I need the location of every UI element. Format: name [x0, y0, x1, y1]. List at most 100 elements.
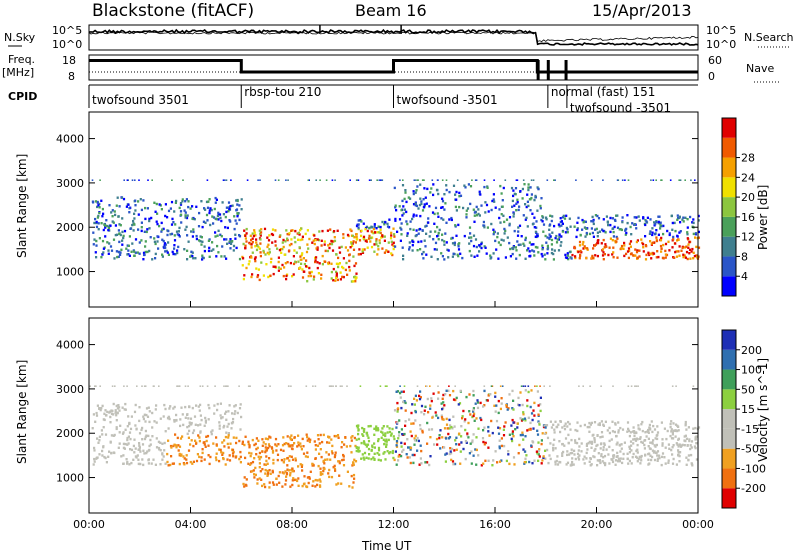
- velocity-cell: [458, 443, 461, 446]
- power-cell: [359, 252, 362, 256]
- power-cell: [409, 227, 412, 231]
- power-cell: [651, 251, 654, 255]
- power-cell: [335, 262, 338, 265]
- velocity-cell: [256, 478, 259, 481]
- velocity-cell: [175, 446, 178, 449]
- power-cell: [246, 179, 249, 181]
- velocity-cell: [674, 435, 677, 438]
- power-cell: [661, 179, 663, 181]
- power-cell: [527, 186, 530, 189]
- power-cell: [137, 200, 140, 203]
- velocity-cell: [651, 449, 654, 452]
- power-cell: [621, 216, 624, 219]
- velocity-cell: [285, 471, 288, 475]
- power-cell: [674, 242, 677, 245]
- velocity-cell: [656, 425, 659, 428]
- power-cell: [495, 248, 498, 251]
- velocity-cell: [455, 396, 458, 400]
- colorbar-cell: [722, 468, 736, 489]
- power-cell: [402, 212, 405, 215]
- velocity-cell: [617, 460, 620, 463]
- velocity-cell: [351, 435, 354, 438]
- velocity-cell: [196, 453, 199, 456]
- velocity-cell: [399, 385, 401, 387]
- power-cell: [290, 238, 293, 241]
- power-cell: [558, 235, 561, 239]
- power-cell: [615, 235, 618, 239]
- velocity-cell: [204, 416, 207, 420]
- velocity-cell: [556, 463, 560, 466]
- power-cell: [114, 224, 117, 227]
- power-cell: [577, 216, 580, 220]
- velocity-cell: [388, 452, 391, 455]
- power-cell: [250, 246, 253, 249]
- power-cell: [105, 219, 108, 222]
- power-cell: [536, 209, 539, 212]
- power-cell: [456, 253, 459, 256]
- velocity-cell: [444, 453, 447, 456]
- power-cell: [173, 239, 177, 242]
- power-cell: [394, 204, 397, 207]
- velocity-cell: [522, 385, 525, 387]
- power-cell: [351, 244, 354, 248]
- velocity-cell: [241, 442, 244, 445]
- velocity-cell: [99, 408, 102, 412]
- velocity-cell: [502, 428, 505, 431]
- velocity-cell: [511, 418, 514, 422]
- colorbar-cell: [722, 256, 736, 277]
- power-cell: [185, 216, 189, 220]
- power-cell: [454, 205, 457, 209]
- power-cell: [208, 209, 211, 212]
- power-cell: [558, 225, 561, 228]
- velocity-cell: [190, 421, 193, 425]
- velocity-cell: [231, 412, 234, 415]
- velocity-cell: [187, 417, 190, 420]
- velocity-cell: [361, 453, 364, 456]
- power-cell: [602, 218, 605, 221]
- velocity-cell: [263, 385, 266, 387]
- power-cell: [512, 245, 515, 249]
- power-cell: [255, 238, 258, 241]
- velocity-cell: [429, 407, 432, 410]
- velocity-cell: [539, 385, 541, 387]
- velocity-cell: [687, 458, 690, 462]
- velocity-cell: [144, 435, 147, 439]
- power-cell: [424, 225, 427, 228]
- velocity-cell: [566, 450, 569, 453]
- velocity-cell: [211, 429, 214, 432]
- velocity-cell: [152, 385, 155, 387]
- power-cell: [378, 239, 381, 242]
- power-cell: [562, 214, 565, 218]
- velocity-cell: [409, 461, 412, 465]
- freq-tick-top: 18: [62, 54, 76, 67]
- velocity-cell: [524, 419, 527, 422]
- velocity-cell: [613, 430, 616, 434]
- velocity-cell: [265, 459, 268, 463]
- power-cell: [227, 210, 230, 213]
- velocity-cell: [353, 458, 356, 461]
- power-cell: [357, 179, 360, 181]
- velocity-cell: [300, 448, 303, 451]
- power-cell: [148, 217, 151, 221]
- velocity-cell: [501, 385, 504, 387]
- velocity-cell: [688, 438, 691, 441]
- velocity-cell: [136, 454, 139, 457]
- velocity-cell: [284, 483, 287, 486]
- velocity-cell: [271, 451, 275, 454]
- power-cell: [313, 275, 316, 278]
- power-cell: [125, 205, 128, 208]
- velocity-cell: [235, 441, 238, 445]
- velocity-cell: [286, 464, 289, 467]
- power-cell: [484, 246, 487, 249]
- velocity-cell: [93, 449, 96, 452]
- velocity-cell: [413, 437, 416, 440]
- velocity-cell: [529, 421, 532, 425]
- velocity-cell: [664, 446, 667, 449]
- power-cell: [254, 259, 257, 263]
- colorbar-cell: [722, 216, 736, 237]
- colorbar-tick-label: 15: [741, 403, 755, 416]
- power-cell: [405, 200, 408, 204]
- velocity-cell: [437, 385, 439, 387]
- power-cell: [694, 236, 697, 239]
- velocity-cell: [134, 403, 137, 407]
